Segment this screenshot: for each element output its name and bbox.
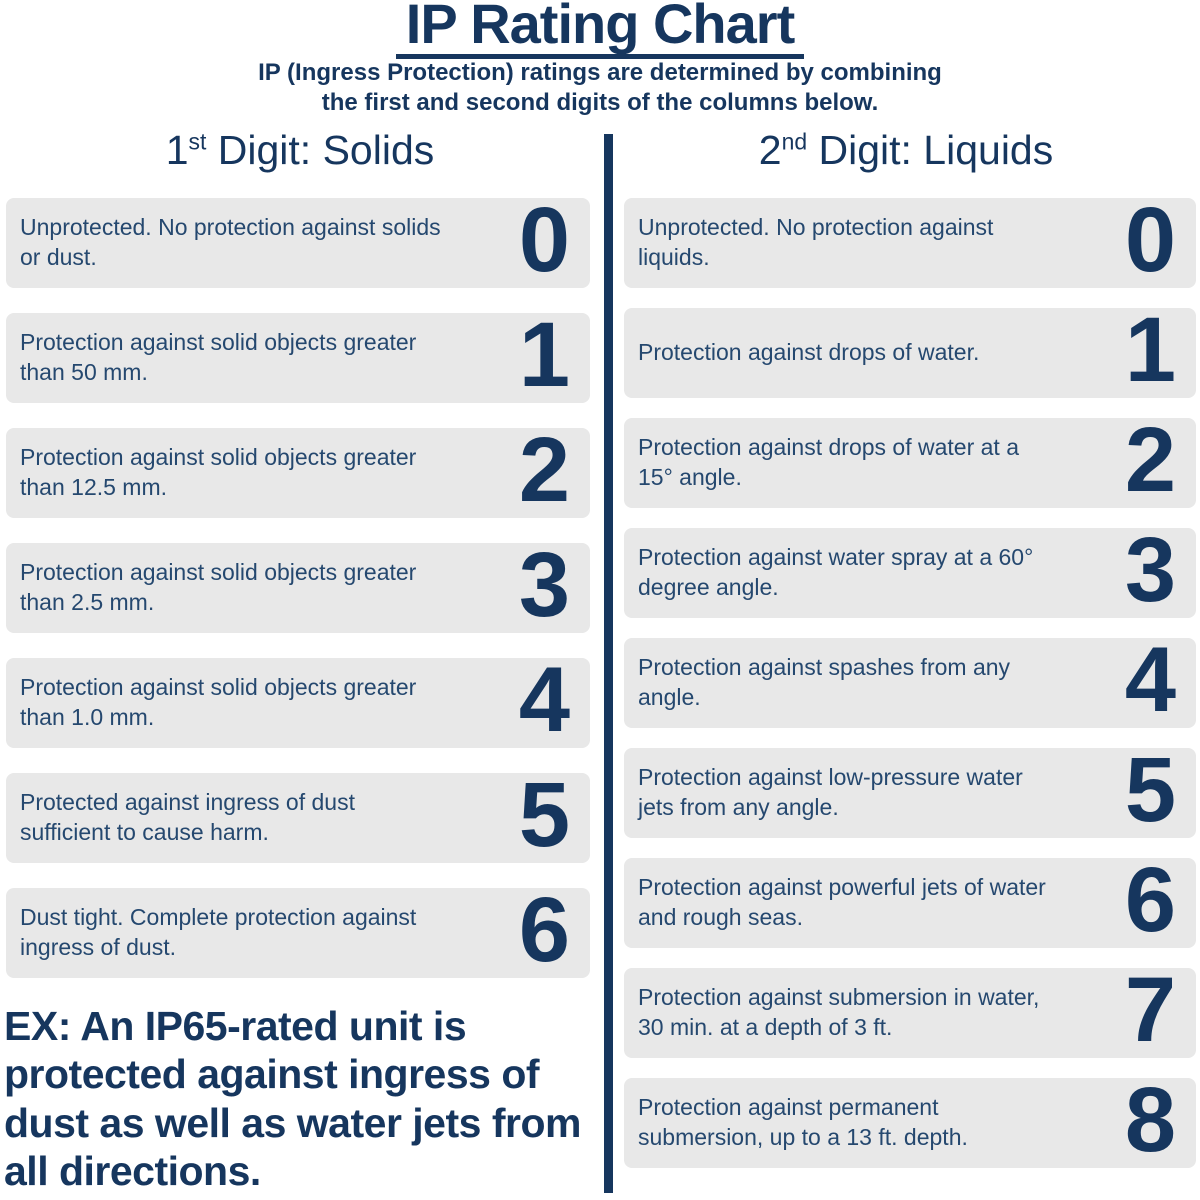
rating-row-liquids-5: Protection against low-pressure water je… <box>624 738 1196 841</box>
rating-digit: 3 <box>518 533 570 636</box>
rating-row-liquids-0: Unprotected. No protection against liqui… <box>624 188 1196 291</box>
heading-number: 2 <box>758 127 782 173</box>
rating-digit: 1 <box>518 303 570 406</box>
rating-row-solids-4: Protection against solid objects greater… <box>6 648 590 751</box>
rating-digit: 2 <box>1124 408 1176 511</box>
rating-row-liquids-3: Protection against water spray at a 60° … <box>624 518 1196 621</box>
rating-digit: 4 <box>1124 628 1176 731</box>
column-heading-liquids: 2nd Digit: Liquids <box>612 127 1200 173</box>
rating-row-liquids-6: Protection against powerful jets of wate… <box>624 848 1196 951</box>
rating-digit: 0 <box>518 188 570 291</box>
rating-description: Protection against solid objects greater… <box>20 559 417 615</box>
column-divider <box>604 134 613 1193</box>
rating-description: Protection against solid objects greater… <box>20 329 417 385</box>
subtitle-line-1: IP (Ingress Protection) ratings are dete… <box>258 59 942 86</box>
rating-digit: 4 <box>518 648 570 751</box>
solids-column: Unprotected. No protection against solid… <box>6 188 590 1003</box>
rating-row-liquids-2: Protection against drops of water at a 1… <box>624 408 1196 511</box>
heading-ordinal: st <box>188 128 207 155</box>
subtitle-line-2: the first and second digits of the colum… <box>321 89 879 116</box>
rating-description: Unprotected. No protection against solid… <box>20 214 441 270</box>
liquids-column: Unprotected. No protection against liqui… <box>624 188 1196 1188</box>
rating-row-liquids-1: Protection against drops of water. 1 <box>624 298 1196 401</box>
rating-description: Unprotected. No protection against liqui… <box>638 214 994 270</box>
heading-label: Digit: Solids <box>206 127 435 173</box>
rating-digit: 0 <box>1124 188 1176 291</box>
column-heading-solids: 1st Digit: Solids <box>0 127 600 173</box>
rating-description: Dust tight. Complete protection against … <box>20 904 417 960</box>
rating-digit: 5 <box>1124 738 1176 841</box>
rating-description: Protection against powerful jets of wate… <box>638 874 1046 930</box>
rating-description: Protection against solid objects greater… <box>20 444 417 500</box>
rating-digit: 1 <box>1124 298 1176 401</box>
example-note: EX: An IP65-rated unit is protected agai… <box>4 1003 581 1195</box>
heading-label: Digit: Liquids <box>807 127 1054 173</box>
rating-description: Protection against submersion in water, … <box>638 984 1040 1040</box>
heading-number: 1 <box>165 127 189 173</box>
rating-description: Protected against ingress of dust suffic… <box>20 789 355 845</box>
rating-description: Protection against water spray at a 60° … <box>638 544 1034 600</box>
rating-description: Protection against spashes from any angl… <box>638 654 1011 710</box>
rating-row-solids-2: Protection against solid objects greater… <box>6 418 590 521</box>
rating-digit: 6 <box>518 878 570 981</box>
rating-row-solids-1: Protection against solid objects greater… <box>6 303 590 406</box>
page-title: IP Rating Chart <box>395 0 805 59</box>
rating-digit: 6 <box>1124 848 1176 951</box>
rating-description: Protection against permanent submersion,… <box>638 1094 968 1150</box>
rating-description: Protection against low-pressure water je… <box>638 764 1023 820</box>
rating-row-solids-0: Unprotected. No protection against solid… <box>6 188 590 291</box>
heading-ordinal: nd <box>781 128 808 155</box>
rating-digit: 7 <box>1124 958 1176 1061</box>
rating-digit: 3 <box>1124 518 1176 621</box>
rating-row-liquids-8: Protection against permanent submersion,… <box>624 1068 1196 1171</box>
rating-row-solids-5: Protected against ingress of dust suffic… <box>6 763 590 866</box>
rating-row-liquids-4: Protection against spashes from any angl… <box>624 628 1196 731</box>
rating-digit: 2 <box>518 418 570 521</box>
rating-row-liquids-7: Protection against submersion in water, … <box>624 958 1196 1061</box>
rating-description: Protection against drops of water. <box>638 339 980 366</box>
rating-digit: 8 <box>1124 1068 1176 1171</box>
rating-description: Protection against drops of water at a 1… <box>638 434 1019 490</box>
rating-digit: 5 <box>518 763 570 866</box>
page-subtitle: IP (Ingress Protection) ratings are dete… <box>0 58 1200 118</box>
rating-description: Protection against solid objects greater… <box>20 674 417 730</box>
rating-row-solids-3: Protection against solid objects greater… <box>6 533 590 636</box>
rating-row-solids-6: Dust tight. Complete protection against … <box>6 878 590 981</box>
